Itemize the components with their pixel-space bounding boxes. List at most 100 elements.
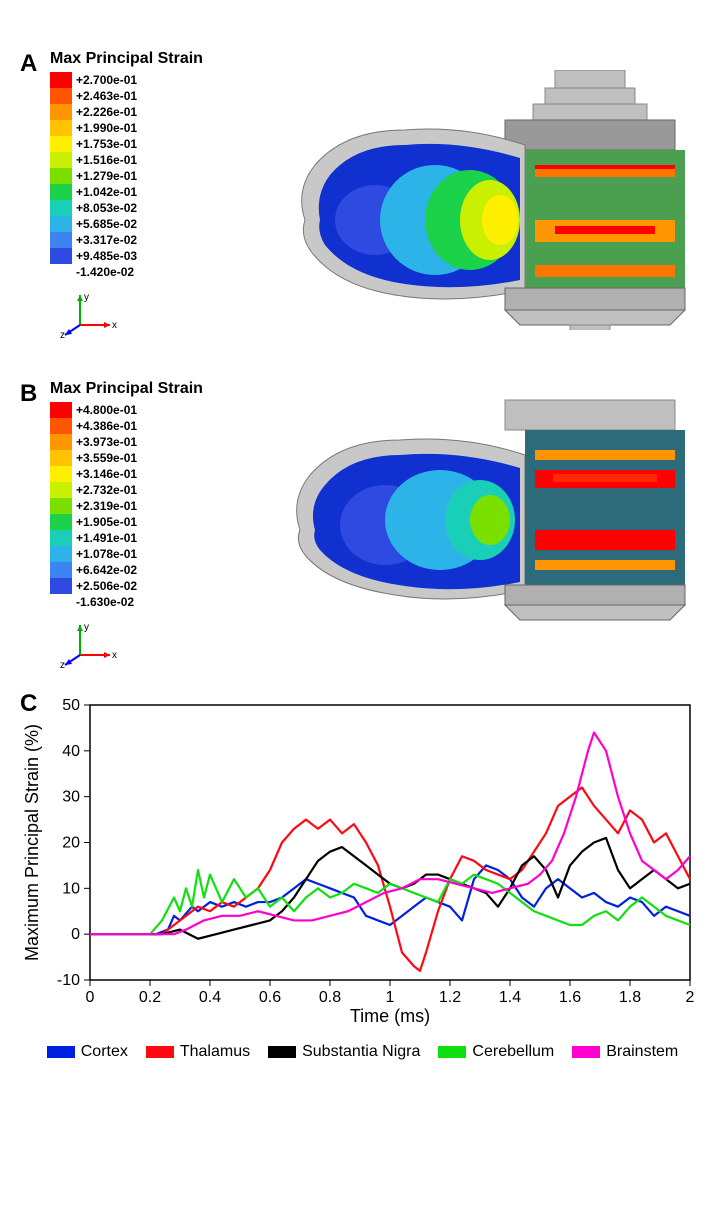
svg-text:2: 2 xyxy=(686,989,695,1006)
chart-legend: Cortex Thalamus Substantia Nigra Cerebellum… xyxy=(20,1043,705,1061)
color-values: +4.800e-01+4.386e-01+3.973e-01+3.559e-01… xyxy=(76,402,137,610)
colorbar-value: +1.753e-01 xyxy=(76,136,137,152)
colorbar-segment xyxy=(50,168,72,184)
color-strip xyxy=(50,72,72,264)
svg-text:0.6: 0.6 xyxy=(259,989,281,1006)
svg-text:20: 20 xyxy=(62,835,80,852)
colorbar-segment xyxy=(50,120,72,136)
svg-text:0.8: 0.8 xyxy=(319,989,341,1006)
svg-text:x: x xyxy=(112,650,117,661)
legend-swatch xyxy=(438,1046,466,1058)
panel-a: A Max Principal Strain +2.700e-01+2.463e… xyxy=(20,50,705,350)
colorbar-value: +3.559e-01 xyxy=(76,450,137,466)
svg-text:1.8: 1.8 xyxy=(619,989,641,1006)
colorbar-value: +9.485e-03 xyxy=(76,248,137,264)
legend-swatch xyxy=(146,1046,174,1058)
legend-item: Substantia Nigra xyxy=(268,1043,420,1061)
legend-swatch xyxy=(572,1046,600,1058)
panel-b-label: B xyxy=(20,380,37,408)
colorbar-value: +2.226e-01 xyxy=(76,104,137,120)
axis-z-label: z xyxy=(60,330,65,340)
colorbar-segment xyxy=(50,450,72,466)
colorbar-segment xyxy=(50,248,72,264)
svg-text:Time (ms): Time (ms) xyxy=(350,1006,430,1026)
colorbar-value: +3.317e-02 xyxy=(76,232,137,248)
legend-label: Brainstem xyxy=(606,1043,678,1061)
svg-text:0: 0 xyxy=(86,989,95,1006)
color-values: +2.700e-01+2.463e-01+2.226e-01+1.990e-01… xyxy=(76,72,137,280)
panel-b: B Max Principal Strain +4.800e-01+4.386e… xyxy=(20,380,705,670)
svg-text:0.2: 0.2 xyxy=(139,989,161,1006)
svg-text:30: 30 xyxy=(62,789,80,806)
colorbar-segment xyxy=(50,562,72,578)
colorbar-value: +1.905e-01 xyxy=(76,514,137,530)
legend-label: Cortex xyxy=(81,1043,128,1061)
axis-y-label: y xyxy=(84,292,89,303)
legend-label: Thalamus xyxy=(180,1043,250,1061)
colorbar-segment xyxy=(50,232,72,248)
colorbar-value: +1.279e-01 xyxy=(76,168,137,184)
svg-text:40: 40 xyxy=(62,743,80,760)
svg-text:1.6: 1.6 xyxy=(559,989,581,1006)
legend-swatch xyxy=(47,1046,75,1058)
colorbar-segment xyxy=(50,514,72,530)
colorbar-segment xyxy=(50,498,72,514)
svg-text:1.2: 1.2 xyxy=(439,989,461,1006)
panel-a-legend-title: Max Principal Strain xyxy=(50,50,705,68)
colorbar-value: +6.642e-02 xyxy=(76,562,137,578)
colorbar-value: +2.700e-01 xyxy=(76,72,137,88)
svg-text:50: 50 xyxy=(62,697,80,714)
colorbar-value: +2.506e-02 xyxy=(76,578,137,594)
colorbar-segment xyxy=(50,72,72,88)
colorbar-value: +1.078e-01 xyxy=(76,546,137,562)
svg-text:10: 10 xyxy=(62,880,80,897)
colorbar-value: +1.042e-01 xyxy=(76,184,137,200)
panel-c: C 0 0.2 0.4 0.6 0.8 1 1.2 1.4 1.6 1.8 2 -10 0 10 20 30 4… xyxy=(20,690,705,1061)
colorbar-value: +3.146e-01 xyxy=(76,466,137,482)
colorbar-segment xyxy=(50,104,72,120)
colorbar-segment xyxy=(50,418,72,434)
svg-text:0: 0 xyxy=(71,926,80,943)
colorbar-segment xyxy=(50,184,72,200)
svg-text:1: 1 xyxy=(386,989,395,1006)
colorbar-segment xyxy=(50,466,72,482)
legend-label: Substantia Nigra xyxy=(302,1043,420,1061)
color-strip xyxy=(50,402,72,594)
colorbar-value: +1.491e-01 xyxy=(76,530,137,546)
colorbar-segment xyxy=(50,482,72,498)
legend-label: Cerebellum xyxy=(472,1043,554,1061)
colorbar-value: +4.386e-01 xyxy=(76,418,137,434)
colorbar-segment xyxy=(50,578,72,594)
colorbar-value: +2.319e-01 xyxy=(76,498,137,514)
legend-item: Brainstem xyxy=(572,1043,678,1061)
colorbar-value: -1.420e-02 xyxy=(76,264,137,280)
axis-x-label: x xyxy=(112,320,117,331)
legend-item: Thalamus xyxy=(146,1043,250,1061)
colorbar-value: +5.685e-02 xyxy=(76,216,137,232)
colorbar-segment xyxy=(50,216,72,232)
colorbar-value: -1.630e-02 xyxy=(76,594,137,610)
strain-chart: 0 0.2 0.4 0.6 0.8 1 1.2 1.4 1.6 1.8 2 -10 0 10 20 30 40 5… xyxy=(20,690,705,1030)
legend-item: Cerebellum xyxy=(438,1043,554,1061)
colorbar-value: +2.732e-01 xyxy=(76,482,137,498)
panel-a-simulation xyxy=(275,70,695,330)
colorbar-value: +2.463e-01 xyxy=(76,88,137,104)
colorbar-segment xyxy=(50,136,72,152)
svg-text:0.4: 0.4 xyxy=(199,989,221,1006)
svg-text:y: y xyxy=(84,622,89,633)
svg-text:1.4: 1.4 xyxy=(499,989,521,1006)
colorbar-segment xyxy=(50,546,72,562)
svg-text:-10: -10 xyxy=(57,972,80,989)
legend-item: Cortex xyxy=(47,1043,128,1061)
svg-text:z: z xyxy=(60,660,65,670)
colorbar-value: +1.990e-01 xyxy=(76,120,137,136)
colorbar-segment xyxy=(50,530,72,546)
colorbar-segment xyxy=(50,200,72,216)
colorbar-segment xyxy=(50,402,72,418)
legend-swatch xyxy=(268,1046,296,1058)
panel-b-simulation xyxy=(275,390,695,640)
panel-c-label: C xyxy=(20,690,37,718)
colorbar-value: +4.800e-01 xyxy=(76,402,137,418)
svg-text:Maximum Principal Strain (%): Maximum Principal Strain (%) xyxy=(22,724,42,961)
colorbar-segment xyxy=(50,152,72,168)
